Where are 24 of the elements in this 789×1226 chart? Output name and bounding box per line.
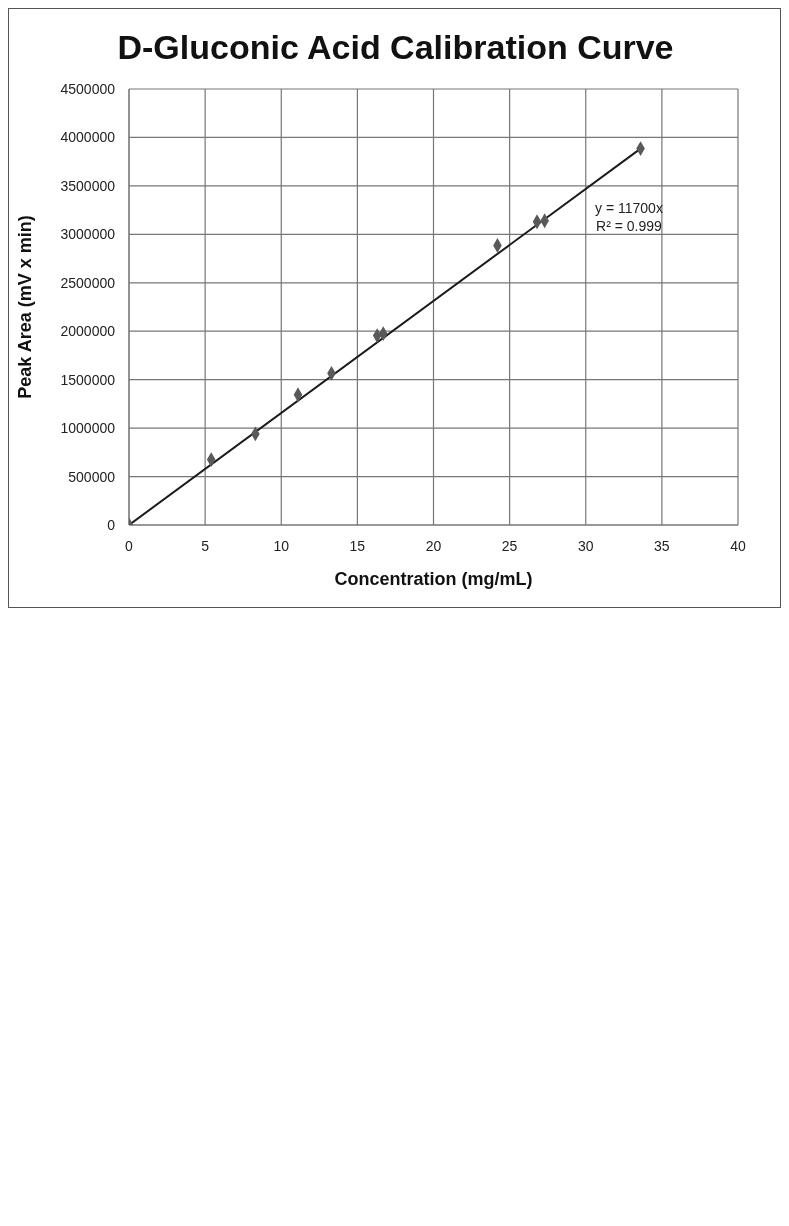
x-tick-label: 5	[201, 537, 210, 554]
y-tick-label: 4000000	[60, 129, 116, 146]
x-tick-label: 15	[349, 537, 366, 554]
y-tick-label: 1000000	[60, 420, 116, 437]
y-tick-label: 3000000	[60, 226, 116, 243]
annotation: R² = 0.999	[595, 217, 663, 235]
annotation: y = 11700x	[594, 199, 664, 217]
y-tick-label: 0	[107, 516, 116, 533]
y-tick-label: 2500000	[60, 274, 116, 291]
y-tick-label: 3500000	[60, 177, 116, 194]
y-tick-label: 2000000	[60, 323, 116, 340]
x-tick-label: 30	[577, 537, 594, 554]
x-axis-title: Concentration (mg/mL)	[334, 569, 533, 589]
x-tick-label: 0	[125, 537, 134, 554]
chart-title: D-Gluconic Acid Calibration Curve	[116, 27, 675, 67]
y-tick-label: 1500000	[60, 371, 116, 388]
x-tick-label: 10	[273, 537, 290, 554]
y-tick-label: 4500000	[60, 80, 116, 97]
x-tick-label: 35	[654, 537, 670, 554]
y-axis-title: Peak Area (mV x min)	[15, 215, 36, 399]
x-tick-label: 20	[425, 537, 442, 554]
y-tick-label: 500000	[68, 468, 116, 485]
x-tick-label: 25	[501, 537, 518, 554]
x-tick-label: 40	[730, 537, 746, 554]
